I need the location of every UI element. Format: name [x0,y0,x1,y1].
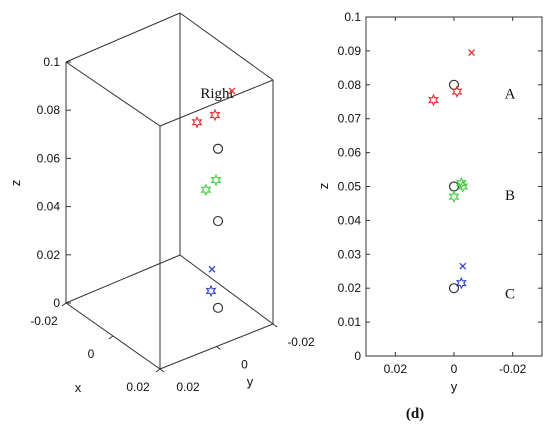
group-label-c: C [505,286,515,302]
z-tick-label: 0.09 [338,44,362,58]
box-edge [159,79,274,127]
y-tick-label: 0 [241,358,248,372]
box-edge [179,254,274,325]
data-point-2d [427,93,439,107]
right-2d-plot: 0 0.01 0.02 0.03 0.04 0.05 0.06 0.07 0.08 0.09 0.1… [316,10,543,394]
data-point-3d [200,183,212,197]
x-tick-label: -0.02 [30,314,58,328]
z-tick-label: 0.02 [37,248,61,262]
data-point-2d [448,283,460,294]
box-edge [65,61,161,127]
data-point-3d [208,265,216,273]
z-tick-label: 0.07 [338,112,362,126]
z-tick-label: 0.1 [43,55,60,69]
data-point-3d [191,115,203,129]
left-3d-plot: 0 0.02 0.04 0.06 0.08 0.1 z -0.02 0 0.02 x 0.02 0 -0.… [8,12,315,395]
z-axis-label: z [8,180,23,187]
z-tick-label: 0.05 [338,180,362,194]
data-point-3d [210,173,222,187]
z-tick-label: 0.04 [338,213,362,227]
annotation-right: Right [200,86,234,102]
panel-label: (d) [406,406,424,422]
x-tick-label: 0.02 [126,380,150,394]
data-point-2d [455,176,467,190]
data-point-2d [459,262,467,270]
x-axis-label: x [75,380,82,395]
data-point-2d [448,190,460,204]
box-edge [65,12,181,63]
data-point-3d [228,87,236,95]
data-point-2d [457,180,469,193]
plot-frame [365,16,543,357]
z-tick-label: 0.06 [338,146,362,160]
y-tick-label: -0.02 [499,362,527,376]
box-edge [179,12,274,81]
data-point-3d [205,284,217,298]
group-label-b: B [505,188,515,204]
y-axis-label: y [451,379,458,394]
y-tick-label: 0.02 [384,362,408,376]
z-tick-label: 0.08 [338,78,362,92]
z-tick-label: 0.03 [338,247,362,261]
y-tick-label: -0.02 [287,335,315,349]
z-tick-label: 0.1 [344,10,361,24]
z-tick-label: 0 [354,349,361,363]
z-tick-label: 0 [53,296,60,310]
data-point-2d [448,181,460,192]
group-label-a: A [505,86,516,102]
data-point-3d [212,302,224,313]
y-axis-label: y [247,374,254,389]
data-point-3d [212,215,224,227]
z-axis-label: z [316,183,331,190]
z-tick-label: 0.08 [37,103,61,117]
z-tick-label: 0.01 [338,315,362,329]
data-point-3d [212,143,224,154]
box-edge [65,254,181,304]
z-tick-label: 0.04 [37,200,61,214]
z-tick-label: 0.02 [338,281,362,295]
data-point-2d [455,276,467,290]
data-point-2d [451,85,463,98]
z-tick-label: 0.06 [37,151,61,165]
y-tick-label: 0 [451,362,458,376]
data-point-2d [468,49,476,57]
y-tick-label: 0.02 [176,380,200,394]
x-tick-label: 0 [88,347,95,361]
data-point-3d [209,108,221,122]
